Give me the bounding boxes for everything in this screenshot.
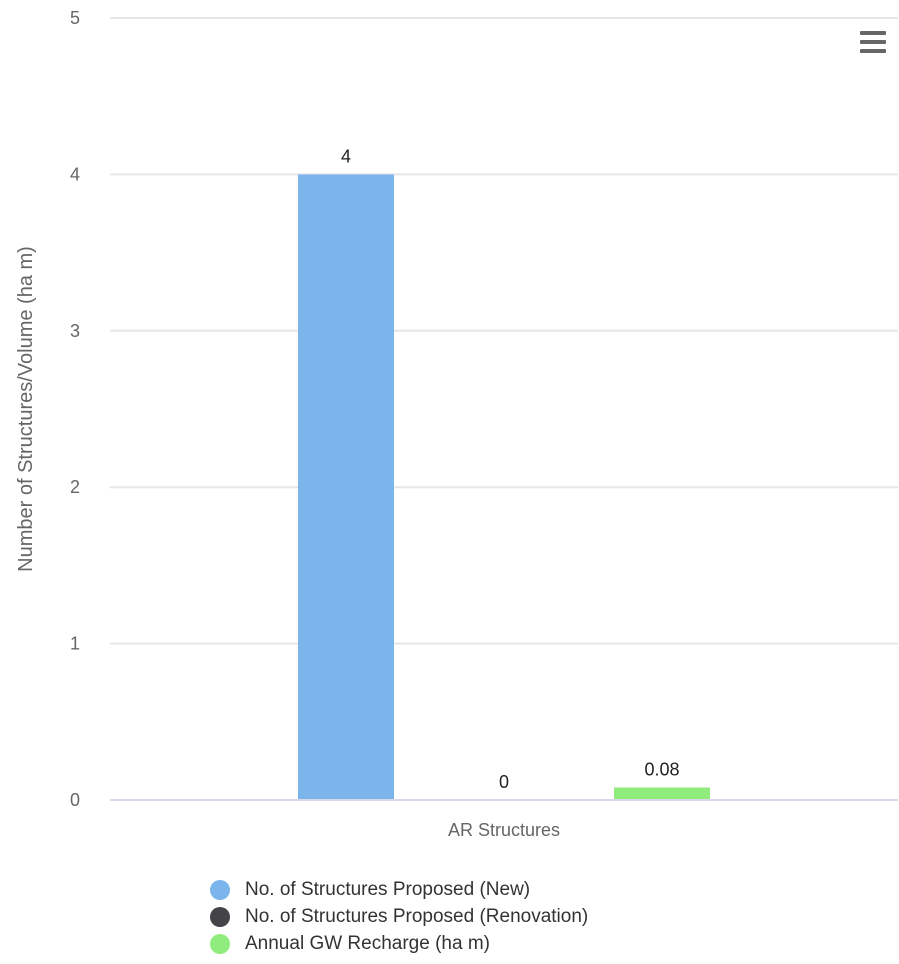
gridlines [110,17,898,645]
y-axis-title: Number of Structures/Volume (ha m) [15,246,37,572]
chart-menu-button[interactable] [856,28,890,58]
y-tick-label-0: 0 [70,790,80,810]
legend-label-recharge: Annual GW Recharge (ha m) [245,932,490,954]
legend-item-recharge[interactable]: Annual GW Recharge (ha m) [210,930,588,957]
y-tick-label-1: 1 [70,634,80,654]
menu-bar-middle [860,40,886,44]
legend: No. of Structures Proposed (New) No. of … [210,876,588,957]
menu-bar-top [860,31,886,35]
legend-label-new: No. of Structures Proposed (New) [245,878,531,900]
legend-dot-new [210,879,230,900]
legend-item-new[interactable]: No. of Structures Proposed (New) [210,876,588,903]
data-label-recharge: 0.08 [644,759,679,779]
legend-dot-recharge [210,933,230,954]
data-labels: 400.08 [341,146,680,792]
legend-label-renovation: No. of Structures Proposed (Renovation) [245,905,589,927]
y-axis-ticks: 0 1 2 3 4 5 [70,8,80,810]
y-tick-label-5: 5 [70,8,80,28]
bar-recharge[interactable] [614,787,710,800]
data-label-renovation: 0 [499,772,509,792]
bar-new[interactable] [298,174,394,800]
bars [298,174,710,800]
menu-bar-bottom [860,49,886,53]
legend-item-renovation[interactable]: No. of Structures Proposed (Renovation) [210,903,588,930]
data-label-new: 4 [341,146,351,166]
y-tick-label-2: 2 [70,477,80,497]
y-tick-label-4: 4 [70,164,80,184]
x-category-label: AR Structures [448,820,560,840]
legend-dot-renovation [210,906,230,927]
y-tick-label-3: 3 [70,321,80,341]
